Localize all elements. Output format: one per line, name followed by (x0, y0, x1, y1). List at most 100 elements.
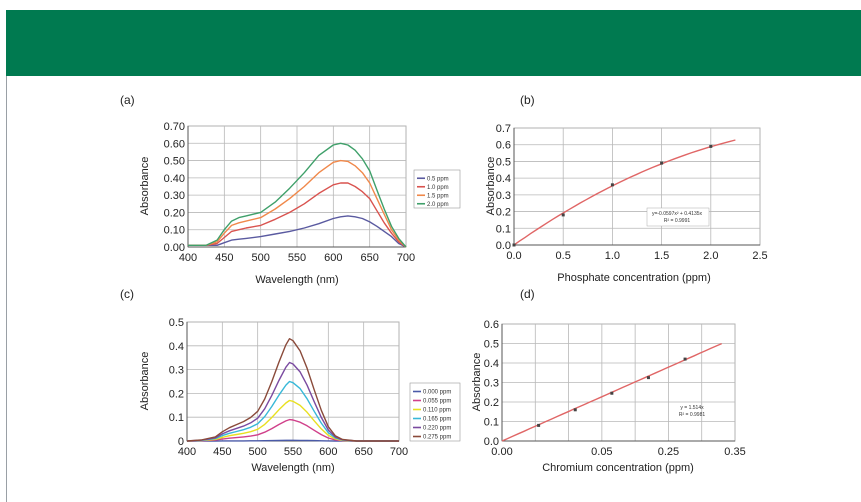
x-tick-label: 400 (178, 446, 196, 458)
y-tick-label: 0.0 (496, 240, 511, 252)
series-line (188, 142, 407, 248)
fit-equation: y=-0.0597x² + 0.4135x (652, 211, 703, 217)
legend-entry: 0.275 ppm (423, 435, 451, 441)
x-tick-label: 0.35 (724, 446, 745, 458)
legend-entry: 1.5 ppm (427, 193, 449, 199)
legend-entry: 0.000 ppm (423, 390, 451, 396)
x-tick-label: 600 (319, 446, 337, 458)
panel-label: (d) (520, 287, 535, 301)
y-tick-label: 0.40 (164, 173, 185, 185)
x-axis-label: Chromium concentration (ppm) (542, 462, 694, 474)
series-line (186, 338, 399, 442)
y-tick-label: 0.20 (164, 207, 185, 219)
legend-entry: 0.220 ppm (423, 426, 451, 432)
x-tick-label: 650 (354, 446, 372, 458)
x-axis-label: Phosphate concentration (ppm) (557, 272, 710, 284)
fit-line (513, 139, 736, 246)
data-point (512, 243, 516, 247)
fit-r-squared: R² = 0.9981 (679, 412, 705, 418)
legend-entry: 2.0 ppm (427, 202, 449, 208)
x-tick-label: 450 (215, 252, 233, 264)
plot-area (513, 127, 761, 246)
data-point (610, 391, 614, 395)
y-tick-label: 0.1 (169, 412, 184, 424)
y-tick-label: 0.6 (496, 140, 511, 152)
series-line (188, 159, 407, 248)
panel-label: (a) (120, 93, 135, 107)
panel-label: (c) (120, 287, 134, 301)
y-tick-label: 0.4 (496, 173, 511, 185)
legend-entry: 1.0 ppm (427, 185, 449, 191)
y-tick-label: 0.4 (484, 358, 499, 370)
panel-b: (b) 0.0 0.5 1.0 1.5 2.0 2.5 0.0 0.1 0.2 0.3 0.4 0.5 0… (485, 93, 768, 284)
y-axis-label: Absorbance (139, 157, 151, 216)
panel-d: (d) 0.00 0.05 0.25 0.35 0.0 0.1 0.2 0.3 0.4 0.5 0.6… (471, 287, 746, 474)
y-tick-label: 0.5 (169, 317, 184, 329)
y-tick-label: 0.1 (484, 417, 499, 429)
x-tick-label: 450 (213, 446, 231, 458)
legend-entry: 0.055 ppm (423, 399, 451, 405)
y-tick-label: 0.50 (164, 156, 185, 168)
y-tick-label: 0.5 (484, 339, 499, 351)
y-axis-label: Absorbance (139, 352, 151, 411)
y-tick-label: 0.6 (484, 319, 499, 331)
data-point (683, 357, 687, 361)
panel-label: (b) (520, 93, 535, 107)
y-tick-label: 0.3 (169, 365, 184, 377)
y-tick-label: 0.00 (164, 242, 185, 254)
x-tick-label: 1.5 (654, 250, 669, 262)
x-tick-label: 600 (324, 252, 342, 264)
x-tick-label: 0.05 (591, 446, 612, 458)
y-tick-label: 0.2 (169, 388, 184, 400)
x-tick-label: 550 (284, 446, 302, 458)
x-tick-label: 0.00 (491, 446, 512, 458)
y-tick-label: 0.5 (496, 156, 511, 168)
legend (409, 382, 461, 442)
data-point (573, 408, 577, 412)
equation-box (646, 207, 710, 227)
data-point (561, 213, 565, 217)
legend-entry: 0.165 ppm (423, 417, 451, 423)
fit-equation: y = 1.514x (680, 405, 704, 411)
x-tick-label: 0.0 (506, 250, 521, 262)
y-axis-label: Absorbance (471, 353, 483, 412)
panel-c: (c) 400 450 500 550 600 650 700 0 0.1 0.2 0.3 0.4 0.5… (120, 287, 461, 474)
x-tick-label: 1.0 (605, 250, 620, 262)
y-tick-label: 0.2 (496, 207, 511, 219)
panel-a: (a) 400 450 500 550 600 650 700 0.00 0.10 0.20 0.30… (120, 93, 461, 286)
legend-entry: 0.110 ppm (423, 408, 451, 414)
frame-border (6, 76, 7, 502)
y-tick-label: 0.1 (496, 223, 511, 235)
x-tick-label: 500 (251, 252, 269, 264)
x-tick-label: 0.5 (556, 250, 571, 262)
y-tick-label: 0.3 (496, 190, 511, 202)
y-tick-label: 0.4 (169, 341, 184, 353)
fit-r-squared: R² = 0.9991 (664, 218, 690, 224)
x-tick-label: 2.5 (752, 250, 767, 262)
data-point (537, 423, 541, 427)
series-line (188, 182, 407, 248)
x-tick-label: 550 (288, 252, 306, 264)
x-tick-label: 650 (360, 252, 378, 264)
x-axis-label: Wavelength (nm) (255, 274, 338, 286)
y-tick-label: 0.0 (484, 436, 499, 448)
y-axis-label: Absorbance (485, 157, 497, 216)
y-tick-label: 0 (178, 436, 184, 448)
data-point (709, 144, 713, 148)
y-tick-label: 0.2 (484, 397, 499, 409)
data-point (610, 183, 614, 187)
legend (413, 169, 461, 209)
y-tick-label: 0.3 (484, 378, 499, 390)
y-tick-label: 0.30 (164, 190, 185, 202)
x-tick-label: 2.0 (703, 250, 718, 262)
header-banner (6, 10, 861, 76)
legend-entry: 0.5 ppm (427, 176, 449, 182)
y-tick-label: 0.70 (164, 121, 185, 133)
y-tick-label: 0.7 (496, 123, 511, 135)
x-tick-label: 700 (390, 446, 408, 458)
series-line (188, 215, 407, 248)
x-tick-label: 700 (397, 252, 415, 264)
x-axis-label: Wavelength (nm) (251, 462, 334, 474)
x-tick-label: 500 (248, 446, 266, 458)
